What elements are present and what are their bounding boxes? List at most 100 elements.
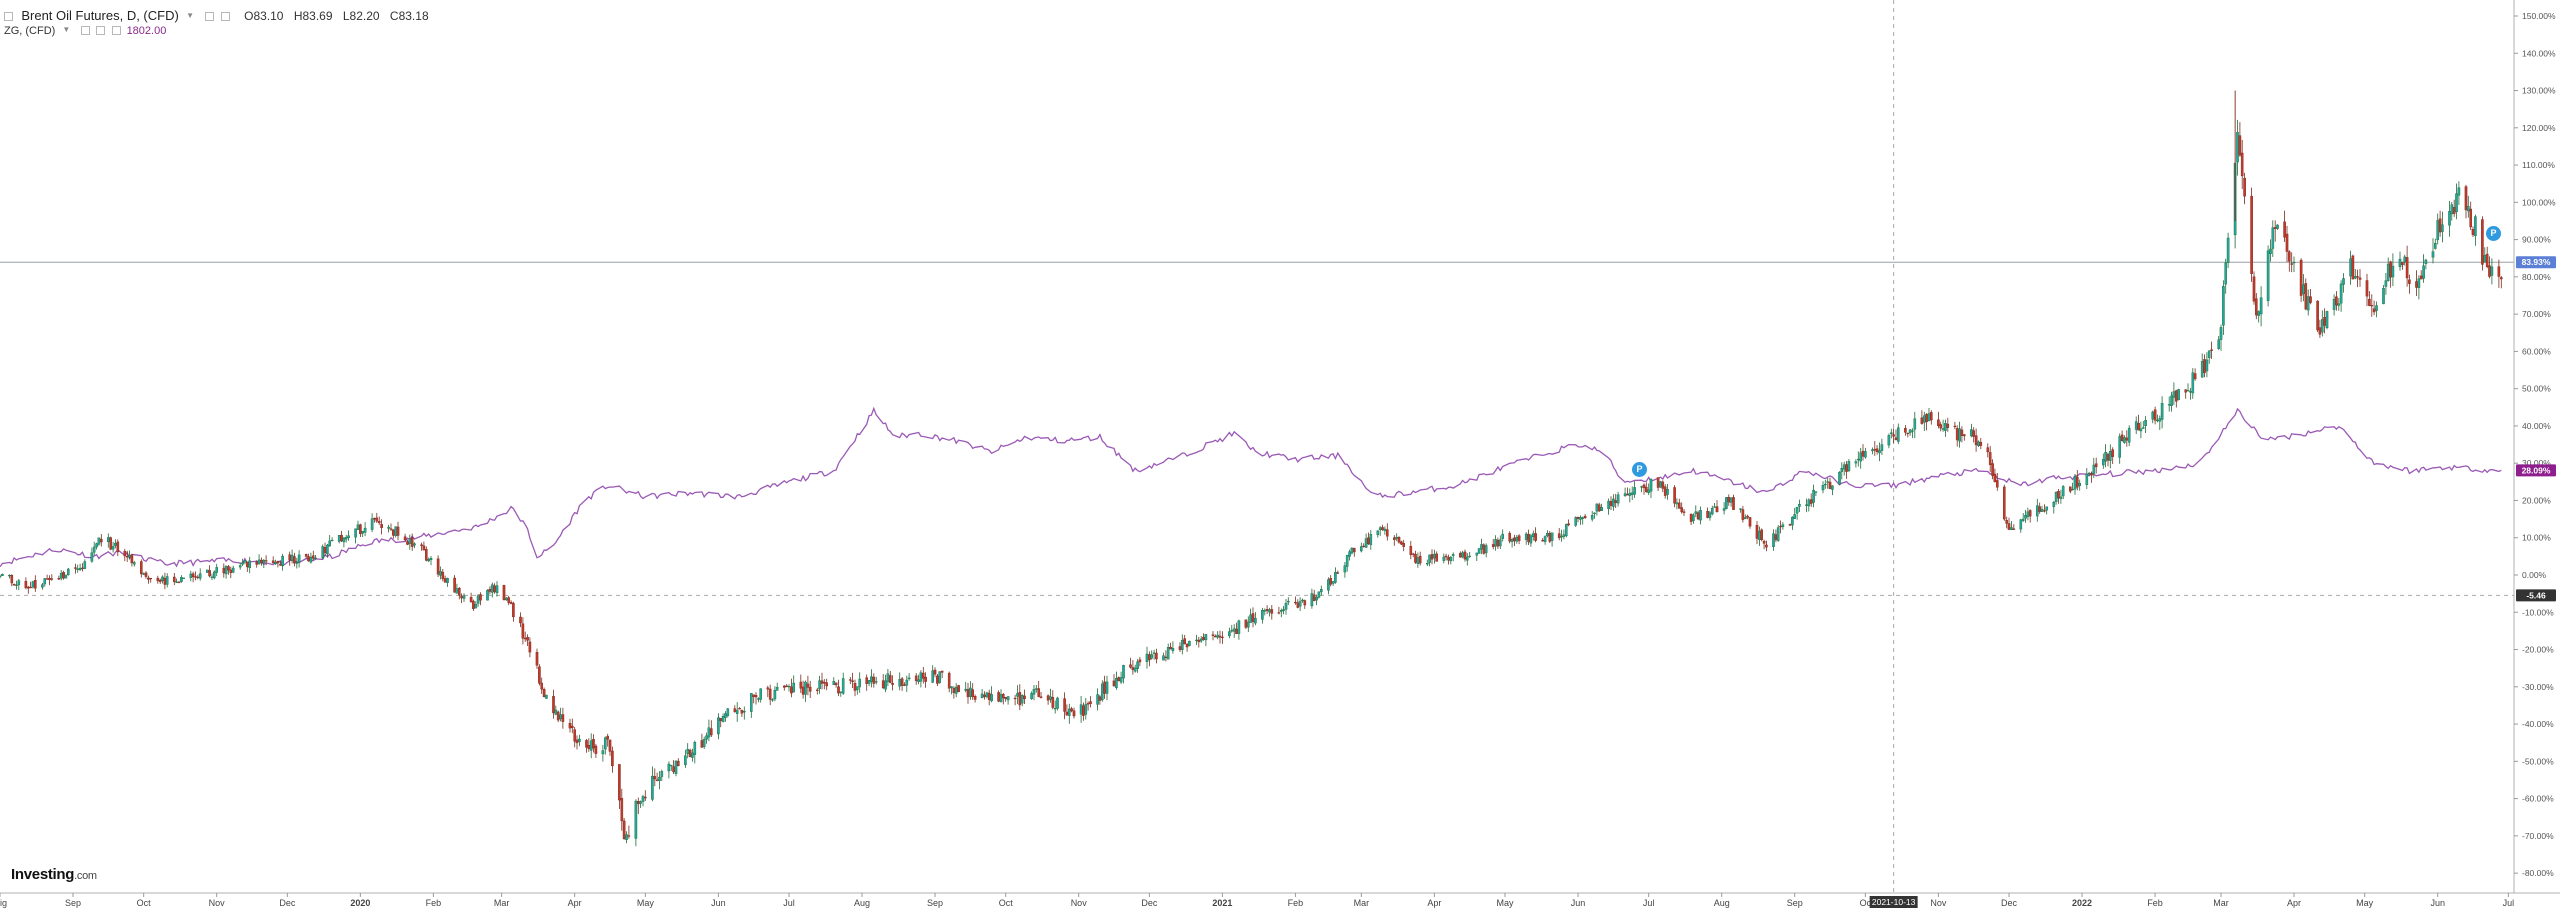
candle-body bbox=[281, 555, 284, 566]
series-settings-icon[interactable] bbox=[220, 12, 230, 21]
candle-body bbox=[2318, 327, 2322, 335]
down-candle bbox=[1988, 446, 1992, 473]
candle-body bbox=[889, 675, 892, 683]
up-candle bbox=[2266, 245, 2270, 307]
candle-body bbox=[2203, 359, 2206, 373]
candle-body bbox=[1367, 537, 1370, 545]
hide-compare-icon[interactable] bbox=[81, 26, 91, 35]
candle-body bbox=[1477, 548, 1481, 554]
candle-body bbox=[198, 573, 202, 579]
candle-body bbox=[2045, 506, 2048, 511]
chevron-down-icon[interactable]: ▼ bbox=[62, 25, 71, 34]
candle-body bbox=[1204, 634, 1208, 641]
chevron-down-icon[interactable]: ▼ bbox=[186, 11, 195, 20]
down-candle bbox=[2499, 276, 2503, 289]
candle-body bbox=[1447, 557, 1450, 561]
candle-body bbox=[1414, 553, 1417, 563]
candle-body bbox=[606, 735, 609, 740]
candle-body bbox=[446, 578, 449, 583]
candle-body bbox=[2436, 220, 2440, 241]
compare-symbol[interactable]: ZG, (CFD) bbox=[4, 25, 56, 37]
compare-settings-icon[interactable] bbox=[96, 26, 106, 35]
candle-body bbox=[1063, 698, 1066, 712]
up-candle bbox=[476, 594, 480, 607]
candle-body bbox=[231, 567, 235, 573]
candle-body bbox=[455, 588, 459, 594]
remove-compare-icon[interactable] bbox=[111, 26, 121, 35]
collapse-legend-icon[interactable] bbox=[4, 12, 13, 21]
up-candle bbox=[726, 708, 730, 718]
down-candle bbox=[2243, 172, 2246, 205]
candle-body bbox=[297, 554, 301, 563]
up-candle bbox=[2403, 254, 2407, 266]
down-candle bbox=[1496, 537, 1500, 549]
up-candle bbox=[1725, 497, 1728, 510]
up-candle bbox=[721, 713, 725, 723]
candle-body bbox=[1564, 524, 1568, 537]
up-candle bbox=[884, 674, 887, 693]
candle-body bbox=[867, 680, 871, 684]
down-candle bbox=[2240, 139, 2244, 190]
down-candle bbox=[922, 667, 925, 684]
down-candle bbox=[785, 684, 788, 688]
up-candle bbox=[15, 580, 18, 590]
candle-body bbox=[766, 687, 770, 690]
candle-body bbox=[573, 729, 576, 742]
up-candle bbox=[1692, 513, 1695, 524]
candle-body bbox=[1284, 603, 1288, 610]
up-candle bbox=[1232, 624, 1236, 638]
event-marker-icon[interactable]: P bbox=[1632, 462, 1647, 477]
down-candle bbox=[50, 574, 54, 581]
candle-body bbox=[575, 739, 579, 744]
y-tick-label: -40.00% bbox=[2522, 719, 2554, 729]
down-candle bbox=[2043, 504, 2046, 513]
up-candle bbox=[474, 601, 478, 609]
candle-body bbox=[175, 581, 178, 583]
candle-body bbox=[1112, 680, 1116, 687]
up-candle bbox=[667, 761, 671, 779]
candle-body bbox=[1548, 533, 1552, 542]
hide-series-icon[interactable] bbox=[205, 12, 215, 21]
down-candle bbox=[222, 563, 226, 578]
down-candle bbox=[677, 758, 680, 767]
up-candle bbox=[495, 581, 499, 597]
up-candle bbox=[691, 748, 694, 762]
down-candle bbox=[924, 672, 927, 688]
up-candle bbox=[999, 689, 1003, 703]
down-candle bbox=[293, 552, 296, 567]
up-candle bbox=[917, 674, 920, 685]
candle-body bbox=[684, 755, 687, 766]
up-candle bbox=[759, 688, 762, 703]
candle-body bbox=[700, 740, 704, 748]
candle-body bbox=[1195, 639, 1198, 642]
candle-body bbox=[208, 570, 211, 577]
y-tick-label: 60.00% bbox=[2522, 346, 2551, 356]
event-marker-icon[interactable]: P bbox=[2486, 226, 2501, 241]
up-candle bbox=[684, 749, 687, 768]
down-candle bbox=[406, 539, 409, 546]
down-candle bbox=[740, 709, 744, 717]
up-candle bbox=[1623, 487, 1627, 497]
candle-body bbox=[1136, 661, 1139, 669]
instrument-title[interactable]: Brent Oil Futures, D, (CFD) bbox=[21, 8, 179, 23]
up-candle bbox=[1383, 526, 1387, 535]
down-candle bbox=[973, 694, 977, 703]
candle-body bbox=[1385, 529, 1389, 537]
down-candle bbox=[710, 720, 713, 737]
candle-body bbox=[1122, 665, 1125, 679]
candle-body bbox=[1425, 563, 1429, 565]
down-candle bbox=[1892, 428, 1895, 444]
candle-body bbox=[693, 742, 697, 755]
candle-body bbox=[907, 677, 911, 680]
up-candle bbox=[1842, 461, 1846, 476]
candle-body bbox=[1298, 601, 1302, 607]
up-candle bbox=[1119, 671, 1123, 684]
candle-body bbox=[702, 739, 706, 748]
candle-body bbox=[279, 564, 282, 566]
candle-body bbox=[2012, 528, 2016, 530]
down-candle bbox=[1597, 502, 1601, 512]
up-candle bbox=[2306, 289, 2310, 316]
down-candle bbox=[2285, 225, 2289, 262]
x-tick-label: Apr bbox=[568, 898, 582, 908]
